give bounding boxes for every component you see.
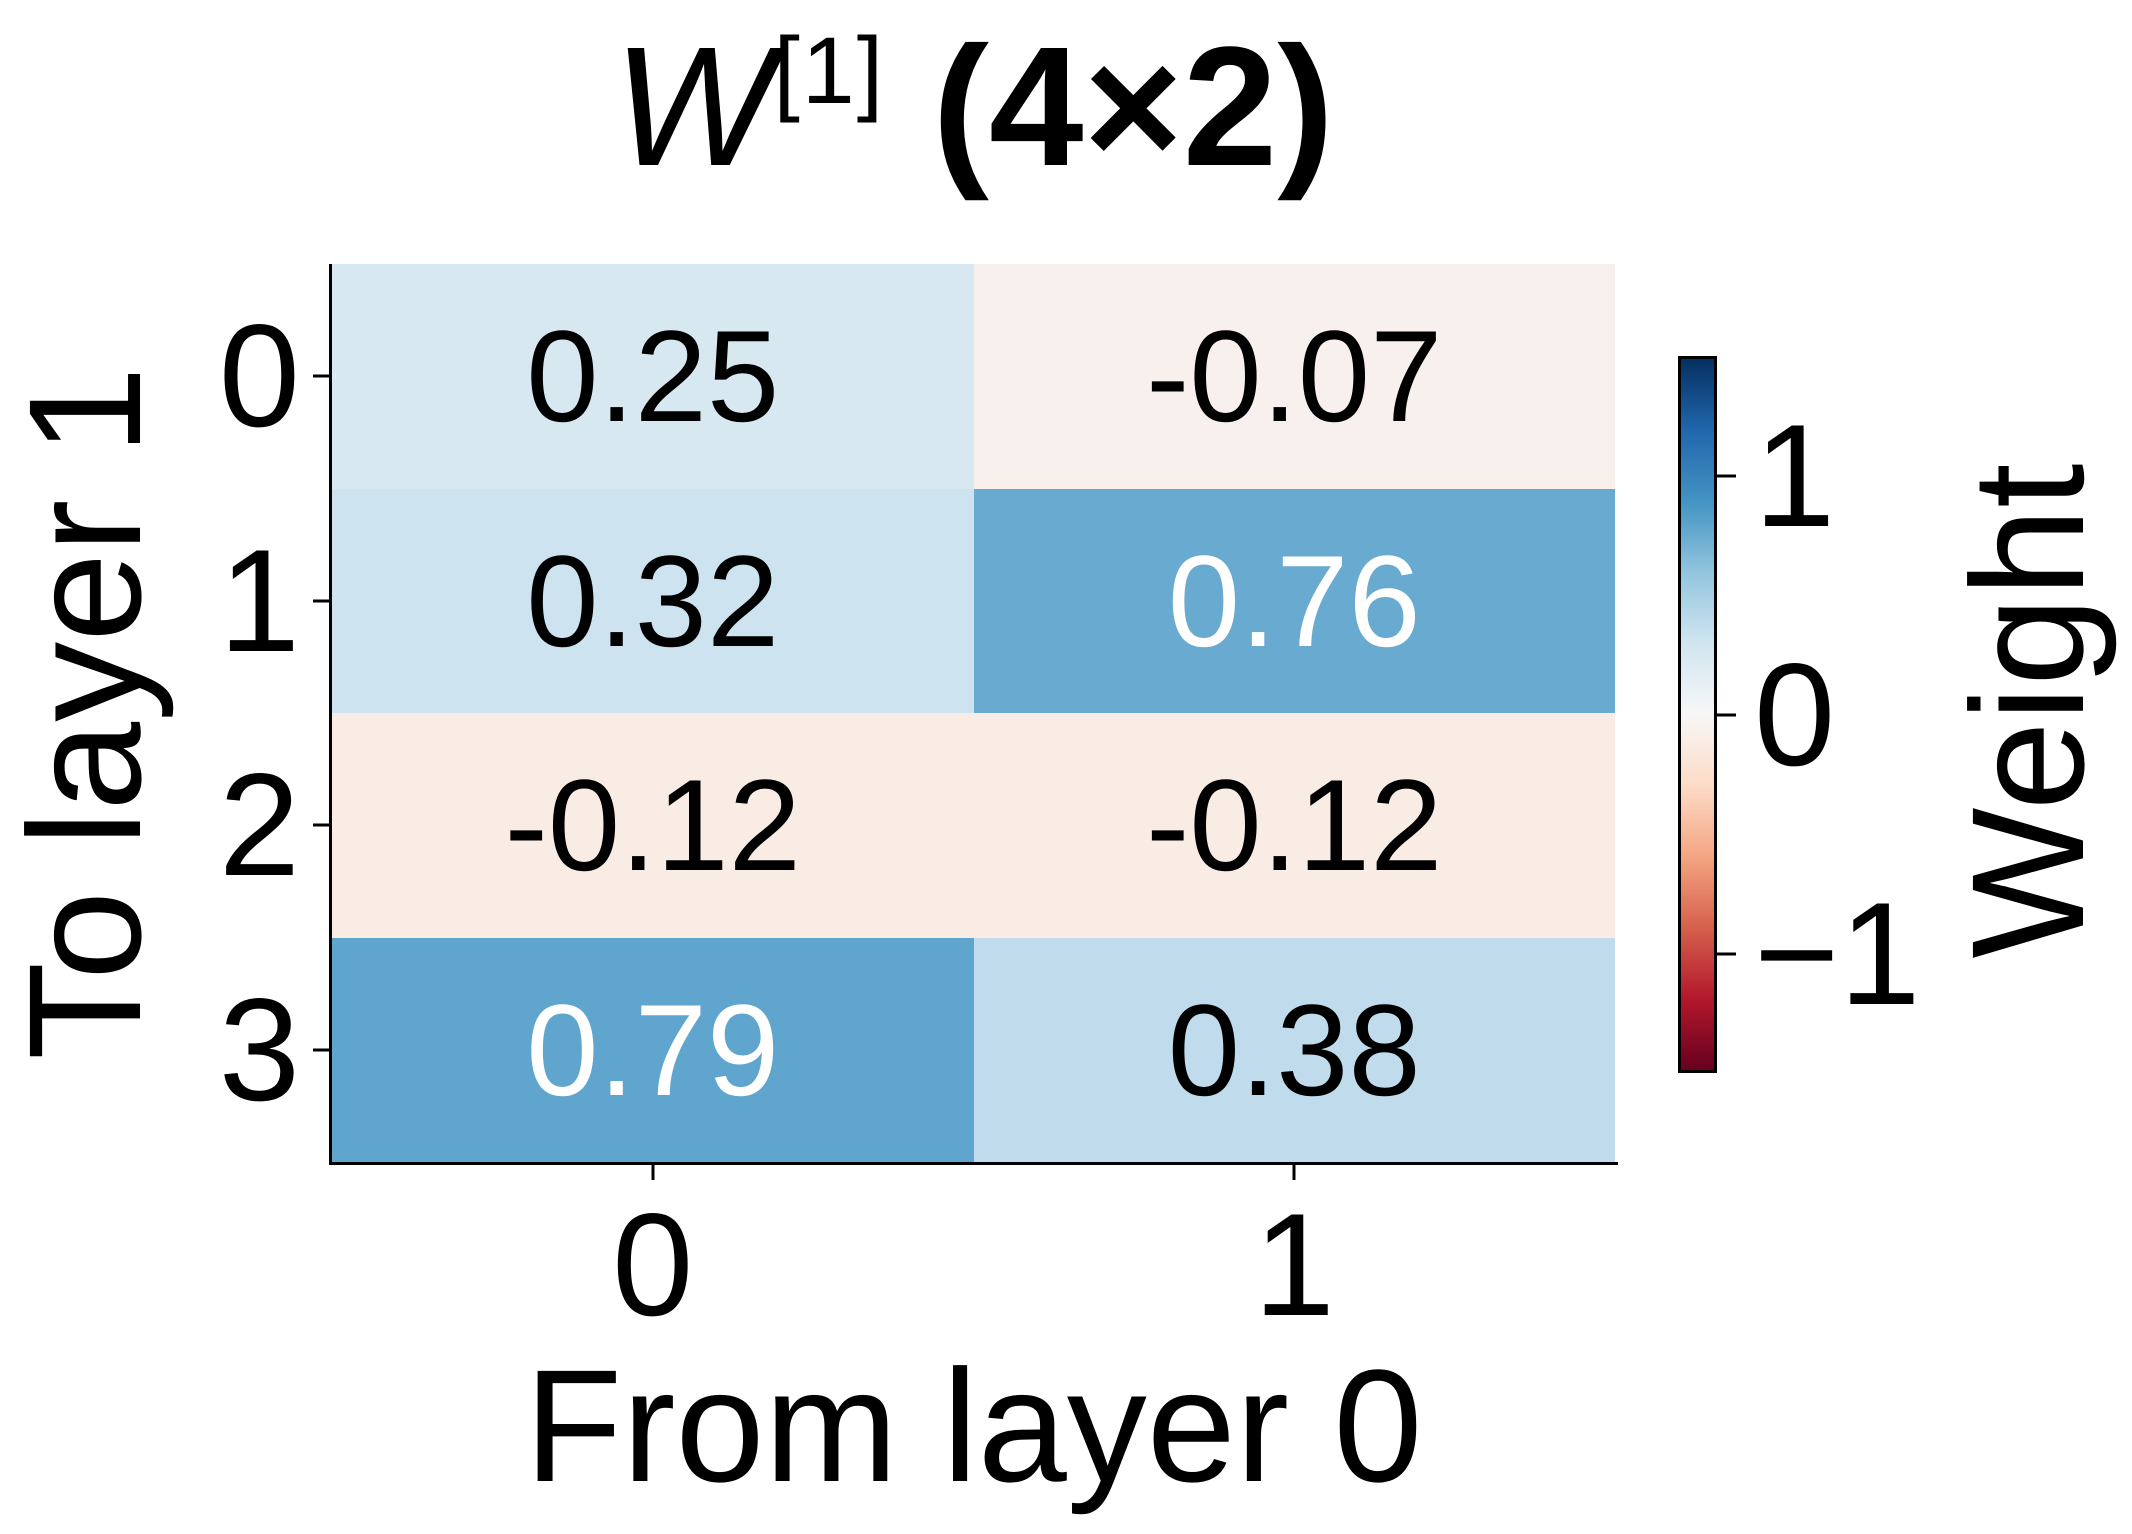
colorbar-tick-mark xyxy=(1717,713,1736,716)
heatmap-cell-r3c1: 0.38 xyxy=(973,937,1615,1162)
heatmap-cell-r0c0: 0.25 xyxy=(332,264,974,489)
heatmap-cell-r2c0: -0.12 xyxy=(332,713,974,938)
x-tick-label-1: 1 xyxy=(1253,1183,1335,1346)
colorbar-tick-mark xyxy=(1717,952,1736,955)
y-tick-label-3: 3 xyxy=(218,967,300,1131)
heatmap-cell-r0c1: -0.07 xyxy=(973,264,1615,489)
title-layer-superscript: [1] xyxy=(773,18,886,124)
heatmap-cell-r3c0: 0.79 xyxy=(332,937,974,1162)
y-tick-label-0: 0 xyxy=(218,294,300,458)
chart-title: W[1] (4×2) xyxy=(332,22,1615,192)
y-tick-label-2: 2 xyxy=(218,743,300,907)
y-tick-mark xyxy=(313,823,329,827)
x-tick-mark xyxy=(1292,1165,1296,1180)
colorbar-tick-mark xyxy=(1717,474,1736,477)
left-axis-spine xyxy=(329,264,332,1165)
title-matrix-symbol: W xyxy=(613,12,774,202)
y-tick-mark xyxy=(313,374,329,378)
colorbar-tick-label-1: 1 xyxy=(1754,393,1836,557)
colorbar-tick-label-0: 0 xyxy=(1754,632,1836,796)
colorbar-label: Weight xyxy=(1938,463,2117,959)
y-tick-label-1: 1 xyxy=(218,518,300,682)
heatmap-cell-r2c1: -0.12 xyxy=(973,713,1615,938)
title-shape-suffix: (4×2) xyxy=(885,12,1334,202)
bottom-axis-spine xyxy=(329,1162,1618,1165)
heatmap-cell-r1c0: 0.32 xyxy=(332,488,974,713)
colorbar-tick-label-−1: −1 xyxy=(1754,871,1921,1035)
y-axis-label: To layer 1 xyxy=(0,366,174,1060)
x-tick-label-0: 0 xyxy=(612,1183,694,1346)
y-tick-mark xyxy=(313,599,329,603)
x-axis-label: From layer 0 xyxy=(524,1336,1423,1515)
y-tick-mark xyxy=(313,1048,329,1052)
colorbar-gradient xyxy=(1678,356,1717,1073)
heatmap-grid: 0.25 -0.07 0.32 0.76 -0.12 -0.12 0.79 0.38 xyxy=(332,264,1615,1162)
x-tick-mark xyxy=(651,1165,655,1180)
heatmap-cell-r1c1: 0.76 xyxy=(973,488,1615,713)
